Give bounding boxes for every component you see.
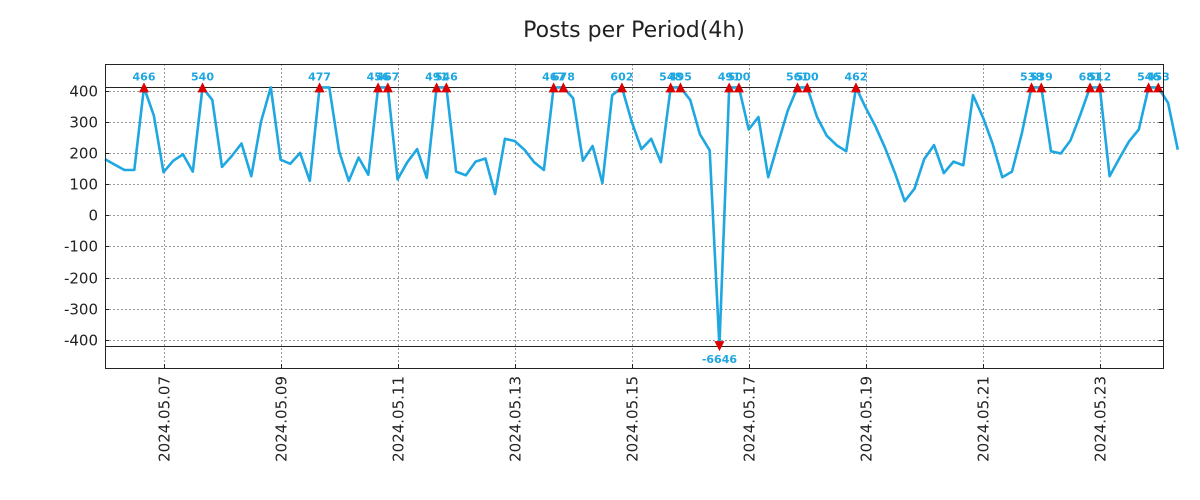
peak-label: 548 (659, 70, 682, 83)
y-tick-label: 100 (69, 176, 98, 194)
grid-lines (105, 64, 1163, 368)
peak-marker (1143, 82, 1154, 93)
peak-marker (139, 82, 150, 93)
peak-label: 539 (1030, 70, 1053, 83)
peak-marker (197, 82, 208, 93)
peak-marker (616, 82, 627, 93)
peak-label: 453 (1147, 70, 1170, 83)
peak-marker (548, 82, 559, 93)
peak-label: 546 (435, 70, 458, 83)
peak-label: 681 (1079, 70, 1102, 83)
x-tick-label: 2024.05.19 (858, 376, 876, 462)
peak-marker (714, 341, 725, 352)
peak-marker (1094, 82, 1105, 93)
peak-label: 491 (718, 70, 741, 83)
peak-label: 467 (542, 70, 565, 83)
x-tick-label: 2024.05.13 (507, 376, 525, 462)
y-tick-label: -200 (64, 270, 98, 288)
peak-marker (1036, 82, 1047, 93)
peak-marker (724, 82, 735, 93)
peak-label: 546 (1137, 70, 1160, 83)
peak-label: 462 (844, 70, 867, 83)
peak-marker (850, 82, 861, 93)
series-line (104, 86, 1180, 348)
peak-label: 477 (308, 70, 331, 83)
peak-label: 540 (191, 70, 214, 83)
peak-label: 500 (727, 70, 750, 83)
x-tick-label: 2024.05.23 (1092, 376, 1110, 462)
y-tick-label: 200 (69, 145, 98, 163)
x-tick-label: 2024.05.07 (156, 376, 174, 462)
peak-marker (441, 82, 452, 93)
y-axis-ticks: -400 -300 -200 -100 0 100 200 300 400 (64, 83, 1163, 350)
peak-marker (665, 82, 676, 93)
x-tick-label: 2024.05.15 (624, 376, 642, 462)
peak-label: 561 (786, 70, 809, 83)
peak-marker (373, 82, 384, 93)
peak-label: 467 (376, 70, 399, 83)
peak-label: 495 (669, 70, 692, 83)
peak-label: 512 (1088, 70, 1111, 83)
y-tick-label: -100 (64, 238, 98, 256)
peak-label: 456 (367, 70, 390, 83)
peak-marker (1085, 82, 1096, 93)
peak-marker (558, 82, 569, 93)
peak-marker (792, 82, 803, 93)
peak-label: 538 (1020, 70, 1043, 83)
peak-marker (1026, 82, 1037, 93)
plot-frame (105, 64, 1164, 369)
peak-marker (1153, 82, 1164, 93)
x-axis-ticks: 2024.05.07 2024.05.09 2024.05.11 2024.05.13… (156, 364, 1110, 462)
x-tick-label: 2024.05.11 (390, 376, 408, 462)
reference-lines (105, 87, 1163, 347)
peak-label: 500 (796, 70, 819, 83)
peak-label: -6646 (702, 353, 738, 366)
x-tick-label: 2024.05.09 (273, 376, 291, 462)
x-tick-label: 2024.05.17 (741, 376, 759, 462)
peak-marker (802, 82, 813, 93)
y-tick-label: 300 (69, 114, 98, 132)
y-tick-label: -400 (64, 332, 98, 350)
peak-marker (431, 82, 442, 93)
peak-marker (382, 82, 393, 93)
chart-title: Posts per Period(4h) (523, 18, 745, 43)
peak-label: 678 (552, 70, 575, 83)
peak-marker (314, 82, 325, 93)
peak-marker (733, 82, 744, 93)
series-layer (104, 86, 1180, 348)
peak-marker (675, 82, 686, 93)
y-tick-label: 0 (88, 207, 98, 225)
peak-label: 466 (133, 70, 156, 83)
x-tick-label: 2024.05.21 (975, 376, 993, 462)
y-tick-label: 400 (69, 83, 98, 101)
y-tick-label: -300 (64, 301, 98, 319)
peak-label: 602 (610, 70, 633, 83)
peak-label: 491 (425, 70, 448, 83)
